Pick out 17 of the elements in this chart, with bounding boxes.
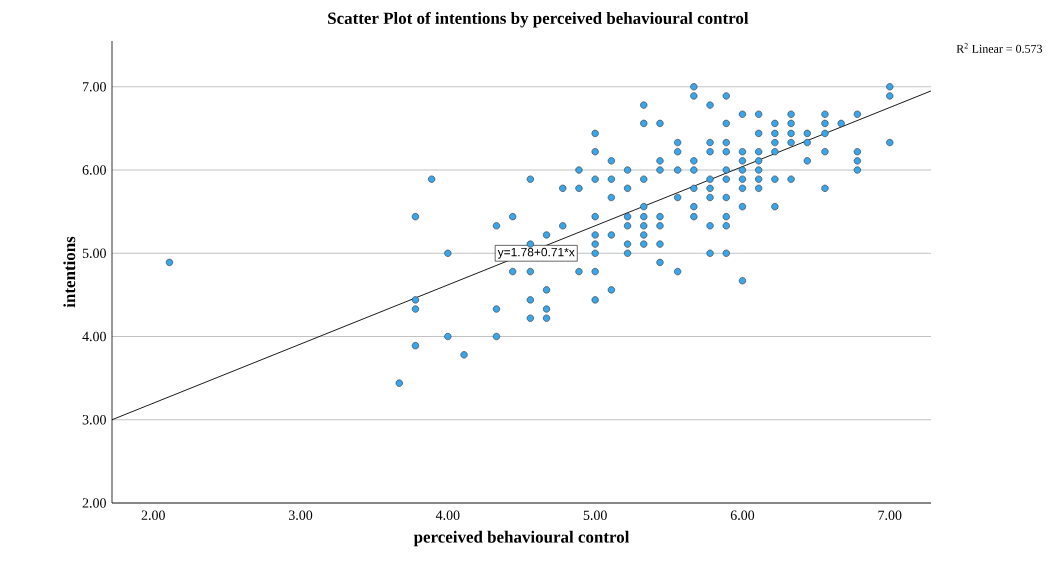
y-tick-label: 7.00: [82, 82, 106, 92]
chart-title: Scatter Plot of intentions by perceived behavioural control: [328, 11, 749, 28]
annotation: y=1.78+0.71*x: [497, 247, 575, 259]
x-axis-title: perceived behavioural control: [413, 530, 630, 547]
x-tick-label: 7.00: [878, 510, 902, 520]
y-tick-label: 2.00: [82, 498, 106, 508]
x-tick-label: 5.00: [583, 510, 607, 520]
y-tick-label: 3.00: [82, 415, 106, 425]
x-tick-label: 3.00: [289, 510, 313, 520]
text: R$^{2}$ Linear = 0.573: [956, 43, 1043, 53]
x-tick-label: 6.00: [730, 510, 755, 520]
y-tick-label: 5.00: [82, 248, 106, 259]
y-tick-label: 6.00: [82, 165, 106, 175]
x-tick-label: 4.00: [435, 510, 460, 520]
y-axis-title: intentions: [63, 236, 76, 308]
x-tick-label: 2.00: [141, 510, 165, 520]
y-tick-label: 4.00: [82, 331, 106, 342]
